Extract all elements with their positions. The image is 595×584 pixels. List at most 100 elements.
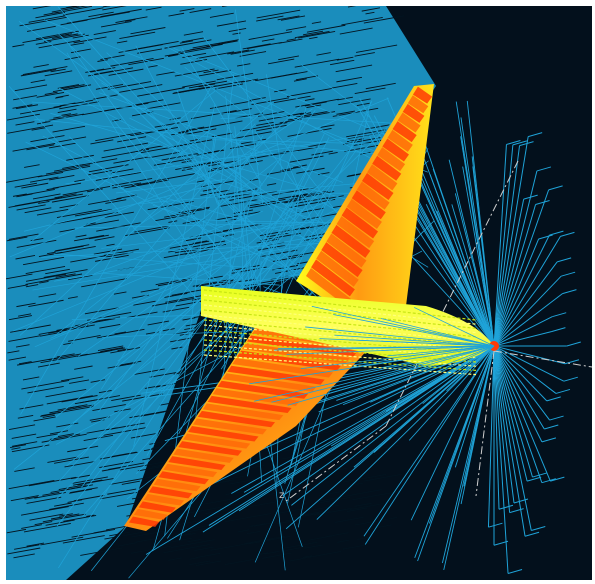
streamline-gap: [48, 142, 76, 149]
streamline-gap: [268, 58, 295, 65]
streamline-gap: [189, 8, 212, 13]
streamline-gap: [117, 542, 137, 547]
streamline-gap: [12, 143, 56, 152]
streamline-gap: [133, 368, 165, 376]
streamline-gap: [114, 331, 127, 335]
fuselage-line: [203, 324, 477, 350]
streamline-gap: [88, 164, 129, 173]
front-ray: [286, 345, 495, 355]
streamline-gap: [181, 168, 193, 171]
nose-ray: [493, 331, 552, 347]
streamline-gap: [15, 344, 30, 348]
streamline-gap: [51, 6, 88, 13]
streamline-gap: [83, 211, 118, 220]
streamline-gap: [137, 87, 185, 97]
streamline-gap: [24, 496, 38, 500]
streamline-gap: [185, 523, 218, 531]
streamline-gap: [342, 544, 367, 550]
lower-ray: [428, 345, 495, 524]
streamline-gap: [154, 173, 196, 182]
ray-tick: [544, 424, 559, 430]
streamline-gap: [41, 411, 61, 417]
front-ray: [387, 345, 495, 357]
streamline-gap: [156, 71, 176, 76]
streamline-gap: [109, 94, 118, 97]
streamline-gap: [38, 201, 50, 204]
streamline-gap: [256, 15, 284, 22]
streamline-gap: [267, 190, 278, 194]
streamline-gap: [140, 288, 160, 293]
streamline-gap: [134, 225, 169, 233]
streamline-gap: [148, 65, 158, 68]
streamline-gap: [313, 507, 353, 516]
streamline-gap: [77, 478, 114, 486]
streamline: [266, 74, 283, 174]
streamline-gap: [229, 143, 256, 149]
streamline-gap: [88, 11, 114, 18]
streamline-gap: [145, 126, 178, 134]
streamline-gap: [179, 40, 193, 44]
streamline-gap: [232, 267, 244, 271]
streamline-gap: [306, 104, 322, 109]
streamline-gap: [95, 131, 142, 142]
streamline-gap: [191, 110, 237, 120]
ray-tick: [493, 540, 509, 546]
ray-tick: [535, 199, 550, 205]
streamline-gap: [109, 11, 130, 17]
wing-stripe: [392, 121, 417, 143]
streamline-gap: [110, 58, 154, 67]
streamline-gap: [289, 512, 320, 519]
streamline-gap: [174, 532, 196, 538]
streamline-gap: [336, 76, 363, 83]
streamline-gap: [35, 12, 66, 19]
streamline-gap: [35, 41, 52, 45]
streamline-gap: [300, 551, 342, 560]
streamline-gap: [28, 15, 66, 23]
nose-ray: [493, 236, 561, 347]
streamline-gap: [107, 488, 137, 495]
streamline-gap: [211, 515, 221, 519]
nose-ray: [493, 204, 537, 347]
streamline-gap: [13, 95, 37, 101]
lower-ray: [441, 345, 495, 564]
wing-stripe: [242, 343, 350, 364]
streamline-gap: [10, 324, 51, 333]
streamline-gap: [29, 513, 64, 521]
streamline-gap: [46, 395, 93, 405]
streamline-gap: [119, 31, 156, 40]
streamline-gap: [54, 193, 77, 199]
lower-ray: [291, 345, 495, 506]
streamline-gap: [111, 451, 137, 458]
ray-tick: [546, 396, 561, 402]
streamline-gap: [232, 32, 241, 35]
wing-stripe: [362, 173, 394, 200]
streamline-gap: [77, 347, 126, 357]
streamline: [165, 45, 381, 164]
streamline-gap: [67, 445, 99, 453]
streamline-gap: [110, 168, 134, 174]
streamline-gap: [8, 335, 41, 342]
streamline-gap: [41, 433, 87, 443]
nose-ray: [493, 189, 550, 347]
streamline: [98, 109, 316, 413]
streamline-gap: [318, 493, 356, 502]
fuselage-line: [203, 354, 477, 376]
streamline-gap: [339, 27, 373, 35]
streamline-gap: [36, 91, 65, 98]
streamline: [9, 97, 389, 258]
streamline: [25, 141, 288, 270]
render-viewport[interactable]: z: [6, 6, 592, 580]
ray-tick: [550, 476, 565, 482]
streamline-gap: [71, 476, 108, 484]
wing-stripe: [197, 410, 276, 428]
streamline-gap: [304, 544, 323, 549]
streamline-gap: [278, 38, 303, 44]
streamline: [173, 47, 397, 140]
streamline-gap: [130, 27, 166, 35]
streamline-gap: [74, 365, 93, 370]
streamline-gap: [52, 84, 92, 93]
streamline-gap: [47, 456, 78, 463]
ray-tick: [566, 341, 581, 347]
streamline-gap: [25, 266, 66, 274]
wing-stripe: [212, 388, 300, 406]
